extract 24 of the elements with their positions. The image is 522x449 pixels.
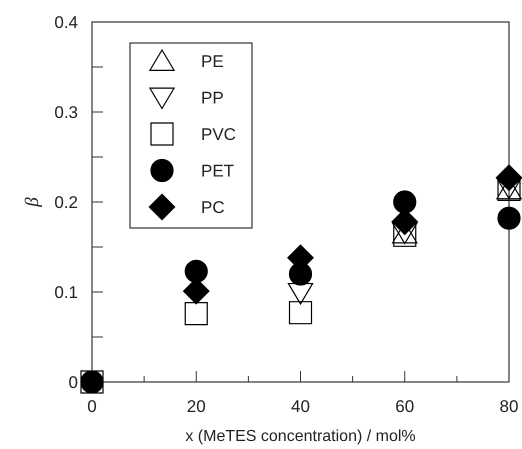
legend-label: PVC	[201, 125, 236, 144]
point	[496, 164, 522, 191]
legend-label: PP	[201, 88, 224, 108]
y-tick-label: 0	[68, 373, 78, 392]
x-tick-label: 60	[395, 397, 414, 416]
point	[393, 190, 416, 214]
y-tick-label: 0.4	[54, 13, 78, 32]
point	[184, 302, 208, 326]
x-tick-label: 0	[87, 397, 97, 416]
legend-label: PET	[201, 162, 234, 180]
x-tick-label: 40	[291, 397, 310, 416]
x-tick-label: 80	[500, 397, 518, 416]
point	[497, 206, 521, 230]
point	[288, 282, 314, 304]
x-axis-title: x (MeTES concentration) / mol%	[185, 428, 416, 445]
y-axis-title: β	[22, 196, 43, 208]
legend-label: PC	[201, 198, 225, 217]
y-tick-label: 0.2	[54, 193, 78, 212]
point	[184, 260, 208, 283]
point	[288, 301, 312, 324]
y-tick-label: 0.3	[54, 103, 78, 122]
legend-label: PE	[201, 52, 224, 71]
x-tick-label: 20	[186, 397, 206, 416]
y-tick-label: 0.1	[54, 283, 78, 302]
